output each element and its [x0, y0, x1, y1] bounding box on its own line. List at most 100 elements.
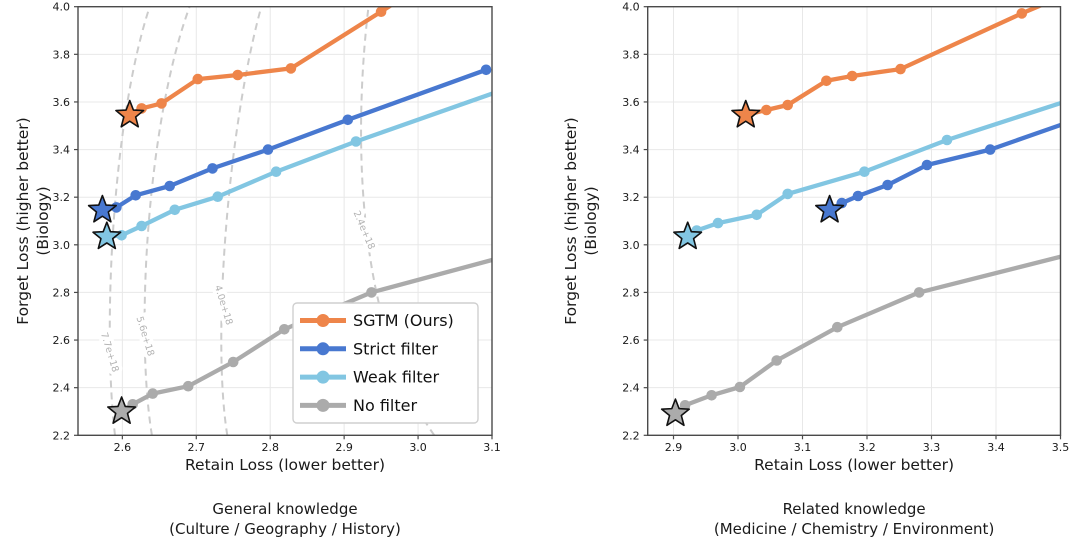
- data-point-sgtm-ours: [285, 63, 297, 74]
- y-tick-label: 2.8: [622, 286, 640, 299]
- x-tick-label: 2.7: [188, 441, 206, 454]
- star-marker-sgtm-ours: [731, 99, 761, 128]
- data-point-sgtm-ours: [192, 73, 204, 85]
- data-point-sgtm-ours: [782, 99, 793, 111]
- data-point-strict-filter: [130, 190, 141, 201]
- y-tick-label: 2.8: [53, 286, 71, 299]
- data-point-no-filter: [734, 381, 746, 393]
- data-point-sgtm-ours: [895, 63, 906, 75]
- x-tick-label: 2.8: [261, 441, 279, 454]
- data-point-no-filter: [227, 356, 239, 368]
- y-tick-label: 3.0: [622, 239, 640, 252]
- left-chart-panel: 7.7e+18 5.6e+184.0e+182.4e+182.6 2.7 2.8 2.9…: [14, 1, 501, 538]
- chart-caption: (Medicine / Chemistry / Environment): [714, 520, 994, 538]
- data-point-strict-filter: [342, 114, 354, 126]
- x-tick-label: 3.0: [729, 441, 747, 454]
- data-point-no-filter: [771, 355, 782, 366]
- data-point-sgtm-ours: [232, 69, 243, 81]
- chart-caption: Related knowledge: [783, 500, 926, 518]
- y-tick-label: 2.2: [622, 429, 640, 442]
- y-tick-label: 2.4: [53, 382, 71, 395]
- data-point-no-filter: [679, 400, 691, 411]
- y-tick-label: 3.8: [622, 48, 640, 61]
- data-point-weak-filter: [751, 209, 762, 221]
- y-axis-label: (Biology): [582, 186, 600, 255]
- y-tick-label: 3.2: [622, 191, 640, 204]
- x-axis-label: Retain Loss (lower better): [185, 456, 385, 474]
- y-tick-label: 3.6: [53, 96, 71, 109]
- data-point-no-filter: [706, 390, 717, 401]
- chart-caption: General knowledge: [212, 500, 357, 518]
- data-point-strict-filter: [852, 190, 864, 202]
- data-point-weak-filter: [941, 134, 953, 146]
- star-marker-weak-filter: [673, 221, 703, 250]
- star-marker-strict-filter: [87, 194, 117, 223]
- plot-border: [647, 5, 1062, 437]
- y-tick-label: 3.2: [53, 191, 71, 204]
- y-axis-label: (Biology): [34, 186, 52, 255]
- contour-line: [220, 6, 263, 436]
- star-marker-strict-filter: [815, 194, 845, 223]
- x-tick-label: 3.1: [483, 441, 501, 454]
- data-point-weak-filter: [712, 217, 724, 229]
- data-point-weak-filter: [136, 220, 147, 232]
- data-point-sgtm-ours: [846, 70, 858, 82]
- legend-swatch-marker: [316, 398, 330, 412]
- data-point-sgtm-ours: [375, 6, 387, 17]
- data-point-no-filter: [832, 321, 843, 333]
- data-point-sgtm-ours: [821, 75, 832, 87]
- data-point-sgtm-ours: [156, 98, 167, 109]
- star-marker-weak-filter: [92, 221, 122, 250]
- data-point-strict-filter: [164, 180, 175, 192]
- legend: SGTM (Ours) Strict filter Weak filter No fi…: [292, 302, 479, 424]
- x-tick-label: 3.5: [1052, 441, 1070, 454]
- x-axis-label: Retain Loss (lower better): [754, 456, 954, 474]
- data-point-weak-filter: [270, 166, 282, 177]
- data-point-weak-filter: [782, 188, 793, 200]
- x-tick-label: 3.2: [858, 441, 876, 454]
- x-tick-label: 3.3: [923, 441, 941, 454]
- data-point-weak-filter: [212, 191, 223, 202]
- legend-item-label: SGTM (Ours): [353, 311, 454, 330]
- legend-item-label: Weak filter: [353, 368, 440, 387]
- x-tick-label: 2.9: [335, 441, 353, 454]
- plot-border: [77, 5, 493, 437]
- series-group: [97, 6, 492, 417]
- y-tick-label: 3.8: [53, 48, 71, 61]
- data-point-strict-filter: [262, 144, 274, 155]
- y-tick-label: 4.0: [622, 1, 640, 14]
- y-tick-label: 3.4: [622, 144, 640, 157]
- y-tick-label: 2.6: [622, 334, 640, 347]
- y-tick-label: 2.4: [622, 382, 640, 395]
- x-tick-label: 3.1: [794, 441, 812, 454]
- star-marker-no-filter: [107, 396, 137, 425]
- x-tick-label: 3.4: [987, 441, 1005, 454]
- legend-swatch-marker: [316, 342, 330, 356]
- data-point-sgtm-ours: [761, 104, 772, 116]
- chart-caption: (Culture / Geography / History): [169, 520, 401, 538]
- contour-line: [143, 6, 191, 436]
- data-point-no-filter: [366, 287, 377, 298]
- y-axis-label: Forget Loss (higher better): [14, 117, 32, 324]
- legend-box: [292, 302, 479, 424]
- star-marker-sgtm-ours: [115, 99, 145, 128]
- y-tick-label: 2.6: [53, 334, 71, 347]
- y-tick-label: 2.2: [53, 429, 71, 442]
- contour-line: [108, 6, 151, 436]
- data-point-weak-filter: [859, 166, 870, 177]
- data-point-sgtm-ours: [1016, 8, 1028, 19]
- data-point-strict-filter: [984, 144, 996, 155]
- y-tick-label: 3.4: [53, 144, 71, 157]
- y-tick-label: 3.6: [622, 96, 640, 109]
- legend-swatch-marker: [316, 314, 330, 327]
- data-point-no-filter: [913, 287, 925, 298]
- data-point-no-filter: [182, 380, 194, 392]
- x-tick-label: 2.6: [114, 441, 132, 454]
- star-marker-no-filter: [660, 398, 691, 427]
- data-point-weak-filter: [169, 204, 181, 216]
- y-tick-label: 4.0: [53, 1, 71, 14]
- y-tick-label: 3.0: [53, 239, 71, 252]
- data-point-strict-filter: [480, 64, 492, 76]
